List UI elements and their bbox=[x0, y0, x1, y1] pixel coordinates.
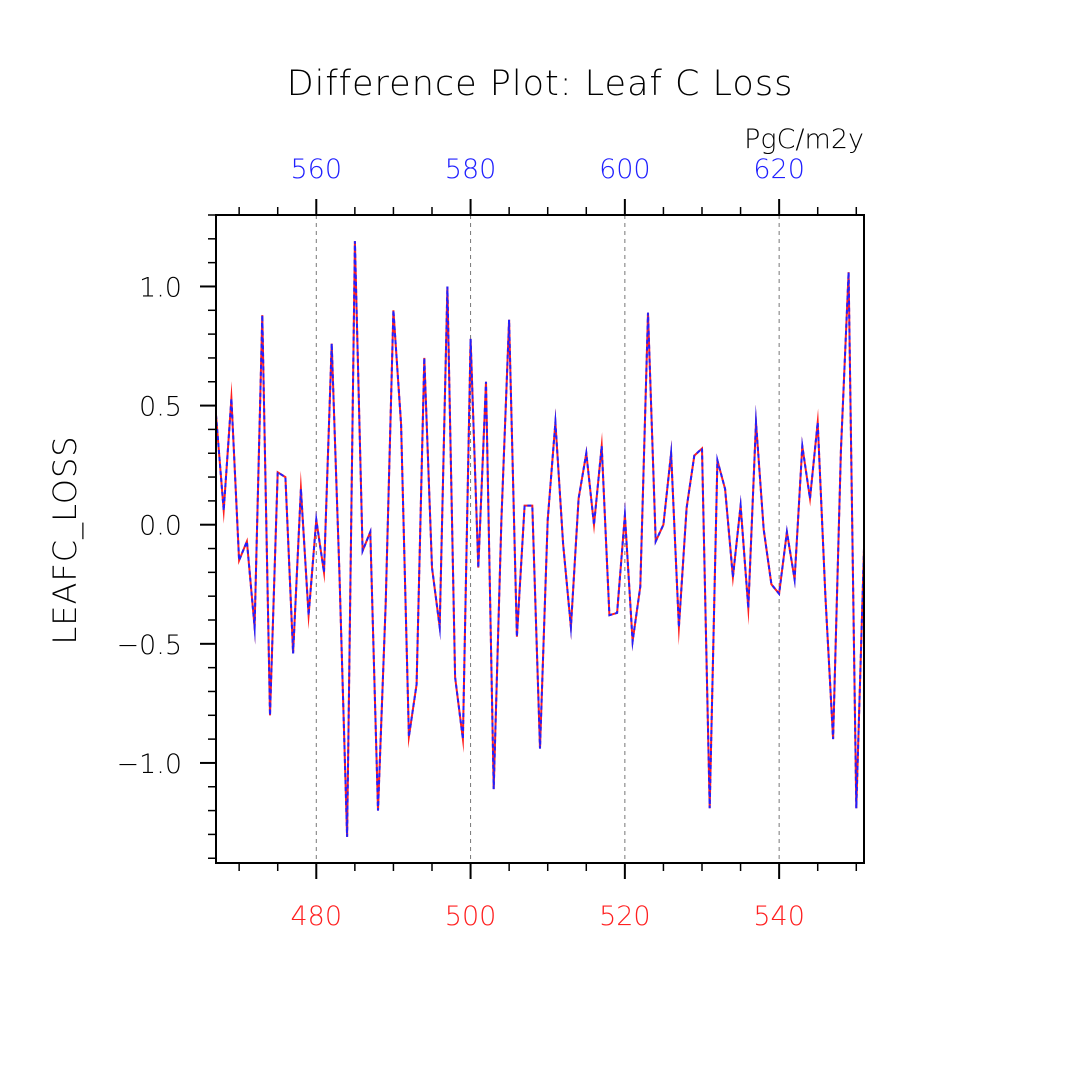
bottom-x-axis-ticks: 480 500 520 540 bbox=[238, 863, 858, 932]
y-tick-label: −1.0 bbox=[116, 749, 182, 780]
series-lines bbox=[215, 241, 865, 837]
line-blue bbox=[215, 241, 865, 837]
y-tick-label: 0.0 bbox=[139, 511, 182, 542]
x-top-tick-label: 560 bbox=[291, 154, 343, 185]
x-bottom-tick-label: 500 bbox=[445, 901, 497, 932]
y-tick-label: 0.5 bbox=[139, 392, 182, 423]
units-label: PgC/m2y bbox=[744, 124, 864, 155]
y-axis-ticks: 1.0 0.5 0.0 −0.5 −1.0 bbox=[116, 214, 216, 859]
x-top-tick-label: 580 bbox=[445, 154, 497, 185]
x-top-tick-label: 620 bbox=[753, 154, 805, 185]
x-top-tick-label: 600 bbox=[599, 154, 651, 185]
x-bottom-tick-label: 520 bbox=[599, 901, 651, 932]
grid-lines bbox=[315, 215, 780, 863]
y-tick-label: 1.0 bbox=[139, 272, 182, 303]
x-bottom-tick-label: 540 bbox=[753, 901, 805, 932]
top-x-axis-ticks: 560 580 600 620 bbox=[238, 154, 858, 215]
y-axis-label: LEAFC_LOSS bbox=[46, 435, 84, 644]
x-bottom-tick-label: 480 bbox=[291, 901, 343, 932]
y-tick-label: −0.5 bbox=[116, 630, 182, 661]
chart-title: Difference Plot: Leaf C Loss bbox=[287, 64, 794, 104]
plot-frame bbox=[215, 214, 865, 864]
